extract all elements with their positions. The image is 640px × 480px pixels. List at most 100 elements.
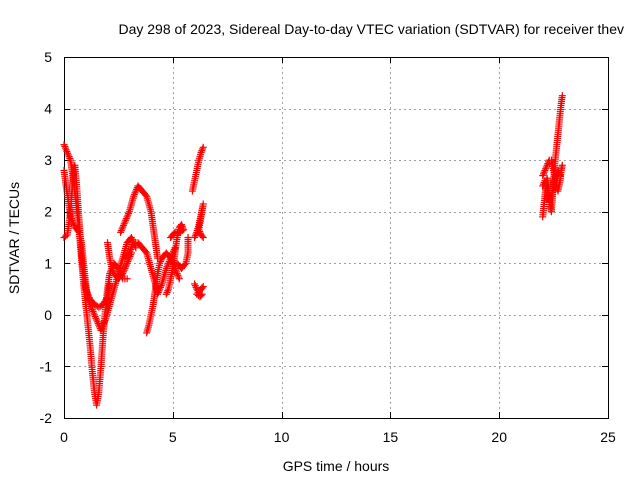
- data-point-marker: [68, 216, 76, 224]
- data-point-marker: [84, 295, 92, 303]
- data-point-marker: [61, 144, 69, 152]
- data-point-marker: [198, 147, 206, 155]
- data-point-marker: [172, 268, 180, 276]
- y-tick-label: 5: [44, 49, 52, 65]
- data-point-marker: [118, 225, 126, 233]
- data-point-marker: [142, 248, 150, 256]
- data-point-marker: [177, 227, 185, 235]
- data-point-marker: [60, 141, 68, 149]
- data-point-marker: [127, 246, 135, 254]
- data-point-marker: [119, 270, 127, 278]
- data-point-marker: [100, 319, 108, 327]
- data-point-marker: [90, 309, 98, 317]
- chart-title: Day 298 of 2023, Sidereal Day-to-day VTE…: [118, 21, 624, 37]
- data-point-marker: [558, 92, 566, 100]
- data-point-marker: [131, 189, 139, 197]
- data-point-marker: [126, 247, 134, 255]
- data-point-marker: [121, 218, 129, 226]
- data-point-marker: [99, 321, 107, 329]
- data-point-marker: [86, 301, 94, 309]
- data-point-marker: [128, 235, 136, 243]
- x-axis-label: GPS time / hours: [283, 458, 390, 474]
- data-point-marker: [120, 220, 128, 228]
- x-tick-label: 0: [60, 429, 68, 445]
- y-tick-label: 3: [44, 152, 52, 168]
- data-point-marker: [108, 264, 116, 272]
- y-tick-label: 4: [44, 101, 52, 117]
- data-point-marker: [88, 306, 96, 314]
- data-point-marker: [128, 242, 136, 250]
- data-point-marker: [117, 228, 125, 236]
- data-point-marker: [163, 263, 171, 271]
- data-point-marker: [119, 221, 127, 229]
- data-point-marker: [65, 153, 73, 161]
- data-point-marker: [98, 323, 106, 331]
- data-point-marker: [74, 227, 82, 235]
- data-point-marker: [156, 258, 164, 266]
- data-point-marker: [64, 151, 72, 159]
- data-point-marker: [541, 166, 549, 174]
- x-tick-label: 15: [383, 429, 399, 445]
- data-point-marker: [545, 197, 553, 205]
- data-point-marker: [173, 270, 181, 278]
- data-point-marker: [142, 191, 150, 199]
- data-point-marker: [558, 161, 566, 169]
- data-point-marker: [174, 271, 182, 279]
- data-point-marker: [167, 234, 175, 241]
- data-point-marker: [181, 261, 189, 269]
- data-point-marker: [542, 165, 550, 173]
- data-point-marker: [69, 220, 77, 228]
- data-point-marker: [130, 192, 138, 200]
- data-point-marker: [123, 259, 131, 267]
- data-point-marker: [199, 143, 207, 151]
- data-point-marker: [555, 168, 563, 176]
- data-point-marker: [101, 318, 109, 326]
- y-tick-label: 0: [44, 307, 52, 323]
- data-point-marker: [90, 311, 98, 319]
- data-point-marker: [64, 149, 72, 157]
- y-tick-label: -1: [40, 358, 53, 374]
- data-point-marker: [97, 326, 105, 334]
- data-point-marker: [130, 191, 138, 199]
- data-point-marker: [196, 227, 204, 235]
- x-tick-label: 5: [169, 429, 177, 445]
- data-point-marker: [543, 161, 551, 169]
- data-markers: [60, 92, 566, 409]
- data-point-marker: [109, 266, 117, 274]
- data-point-marker: [162, 264, 170, 272]
- data-point-marker: [88, 304, 96, 312]
- data-point-marker: [119, 223, 127, 231]
- data-point-marker: [127, 244, 135, 252]
- data-point-marker: [127, 234, 135, 241]
- data-point-marker: [85, 297, 93, 305]
- data-point-marker: [66, 154, 74, 162]
- data-point-marker: [92, 314, 100, 322]
- data-point-marker: [125, 209, 133, 217]
- data-point-marker: [123, 213, 131, 221]
- data-point-marker: [197, 148, 205, 156]
- data-point-marker: [546, 196, 554, 204]
- data-point-marker: [156, 259, 164, 267]
- data-point-marker: [192, 230, 200, 238]
- data-point-marker: [175, 275, 183, 283]
- y-tick-label: -2: [40, 410, 53, 426]
- data-point-marker: [67, 213, 75, 221]
- data-point-marker: [197, 292, 205, 300]
- data-point-marker: [122, 215, 130, 223]
- data-point-marker: [62, 146, 70, 154]
- data-point-marker: [175, 273, 183, 281]
- data-point-marker: [87, 302, 95, 310]
- data-point-marker: [69, 218, 77, 226]
- data-point-marker: [544, 160, 552, 168]
- data-point-marker: [540, 168, 548, 176]
- grid-lines: [64, 57, 608, 418]
- data-point-marker: [547, 194, 555, 202]
- x-tick-label: 10: [274, 429, 290, 445]
- data-point-marker: [555, 170, 563, 178]
- data-point-marker: [125, 249, 133, 257]
- data-point-marker: [98, 325, 106, 333]
- data-point-marker: [89, 307, 97, 315]
- data-point-marker: [121, 264, 129, 272]
- data-point-marker: [199, 145, 207, 153]
- axis-ticks: 0 5 10 15 20 25 -2 -1 0 1 2 3 4 5: [40, 49, 616, 445]
